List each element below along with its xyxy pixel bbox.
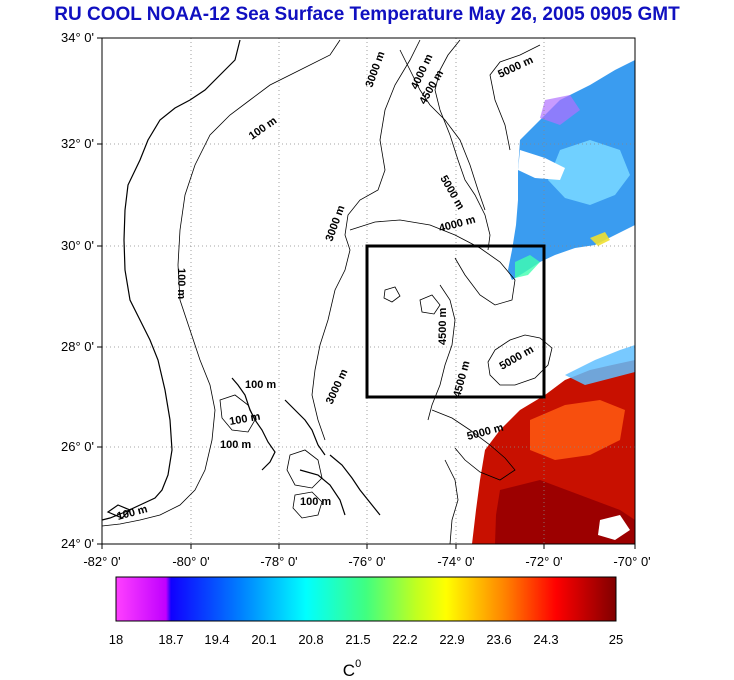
contour-label-4500m-south: 4500 m <box>451 359 472 398</box>
contour-label-5000m-east: 5000 m <box>498 343 536 372</box>
contour-labels: 100 m 100 m 3000 m 3000 m 3000 m 4000 m … <box>116 50 536 523</box>
colorbar-unit: C0 <box>343 658 361 680</box>
lat-label: 28° 0' <box>61 339 94 354</box>
coastline <box>102 39 381 521</box>
contour-label-100m: 100 m <box>247 115 280 143</box>
colorbar-tick: 23.6 <box>486 632 511 647</box>
lon-label: -76° 0' <box>348 554 385 569</box>
colorbar-tick: 25 <box>609 632 623 647</box>
contour-label-5000m-mid: 5000 m <box>437 174 466 212</box>
colorbar-tick: 24.3 <box>533 632 558 647</box>
contour-label-3000m-south: 3000 m <box>324 367 351 406</box>
lon-label: -78° 0' <box>260 554 297 569</box>
contour-label-100m-bahamas: 100 m <box>245 379 276 391</box>
lat-label: 32° 0' <box>61 136 94 151</box>
bathymetry-contours <box>102 39 553 544</box>
lon-label: -80° 0' <box>172 554 209 569</box>
colorbar-tick: 22.9 <box>439 632 464 647</box>
longitude-labels: -82° 0' -80° 0' -78° 0' -76° 0' -74° 0' … <box>83 554 650 569</box>
axis-ticks <box>97 37 636 549</box>
sst-cool-patch-green <box>515 255 540 278</box>
colorbar-tick: 19.4 <box>204 632 229 647</box>
colorbar-gradient <box>115 576 617 622</box>
sst-warm-patch-white <box>598 515 630 540</box>
sst-warm-patch-edge-cool <box>565 345 635 385</box>
lat-label: 24° 0' <box>61 536 94 551</box>
sst-satellite-data <box>472 60 635 544</box>
colorbar: 18 18.7 19.4 20.1 20.8 21.5 22.2 22.9 23… <box>109 576 623 680</box>
sst-cool-patch-white <box>518 150 565 180</box>
colorbar-tick: 20.8 <box>298 632 323 647</box>
lon-label: -82° 0' <box>83 554 120 569</box>
sst-cool-patch-purple <box>540 95 580 125</box>
latitude-labels: 34° 0' 32° 0' 30° 0' 28° 0' 26° 0' 24° 0… <box>61 30 94 551</box>
sst-warm-patch-orange <box>530 400 625 460</box>
contour-label-100m-bahamas3: 100 m <box>220 439 251 451</box>
study-area-box <box>365 244 546 399</box>
map-title: RU COOL NOAA-12 Sea Surface Temperature … <box>54 4 680 25</box>
contour-label-3000m-north: 3000 m <box>364 50 388 89</box>
contour-label-100m-south: 100 m <box>300 496 331 508</box>
sst-cool-patch-highlight <box>548 140 630 205</box>
contour-label-4000m-mid: 4000 m <box>438 214 477 235</box>
contour-label-3000m-mid: 3000 m <box>324 204 348 243</box>
contour-label-100m-west: 100 m <box>175 268 187 299</box>
lat-label: 30° 0' <box>61 238 94 253</box>
sst-cool-patch-yellow <box>590 232 610 246</box>
colorbar-tick: 21.5 <box>345 632 370 647</box>
colorbar-tick: 20.1 <box>251 632 276 647</box>
colorbar-tick: 22.2 <box>392 632 417 647</box>
colorbar-tick: 18.7 <box>158 632 183 647</box>
lon-label: -74° 0' <box>437 554 474 569</box>
contour-label-5000m-north: 5000 m <box>496 54 535 81</box>
lat-label: 34° 0' <box>61 30 94 45</box>
lat-label: 26° 0' <box>61 439 94 454</box>
colorbar-tick: 18 <box>109 632 123 647</box>
lon-label: -70° 0' <box>613 554 650 569</box>
lon-label: -72° 0' <box>525 554 562 569</box>
contour-label-100m-bahamas2: 100 m <box>228 411 261 428</box>
map-frame <box>101 37 636 545</box>
contour-label-4500m-mid: 4500 m <box>437 307 449 345</box>
